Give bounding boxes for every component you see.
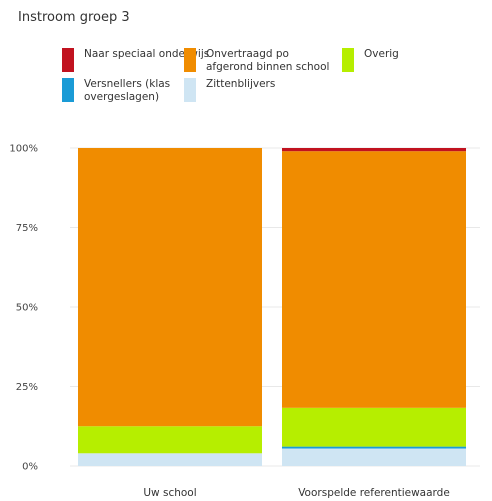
legend-swatch: [342, 48, 354, 72]
legend-label: Onvertraagd po afgerond binnen school: [206, 48, 330, 73]
legend-swatch: [184, 78, 196, 102]
legend-swatch: [62, 48, 74, 72]
legend-item: Versnellers (klas overgeslagen): [62, 78, 214, 103]
bar-segment: [282, 148, 466, 152]
y-tick-label: 75%: [16, 223, 38, 234]
y-tick-label: 50%: [16, 303, 38, 314]
legend-swatch: [62, 78, 74, 102]
legend-item: Onvertraagd po afgerond binnen school: [184, 48, 336, 73]
x-tick-label: Voorspelde referentiewaarde: [298, 487, 450, 499]
legend-label: Versnellers (klas overgeslagen): [84, 78, 171, 103]
bar-segment: [78, 453, 262, 466]
legend-item: Overig: [342, 48, 492, 72]
bar-segment: [282, 407, 466, 447]
y-tick-label: 0%: [22, 462, 38, 473]
legend-label: Overig: [364, 48, 399, 60]
y-tick-label: 100%: [9, 144, 38, 155]
legend-swatch: [184, 48, 196, 72]
y-tick-label: 25%: [16, 382, 38, 393]
legend: Naar speciaal onderwijs Onvertraagd po af…: [62, 46, 482, 116]
legend-item: Zittenblijvers: [184, 78, 336, 102]
legend-label: Naar speciaal onderwijs: [84, 48, 210, 60]
bar-segment: [282, 446, 466, 449]
chart-title: Instroom groep 3: [18, 10, 130, 25]
bar-segment: [78, 426, 262, 454]
legend-label: Zittenblijvers: [206, 78, 276, 90]
bar-segment: [282, 448, 466, 466]
bar-segment: [78, 148, 262, 427]
bar-segment: [282, 151, 466, 408]
x-tick-label: Uw school: [143, 487, 196, 499]
legend-item: Naar speciaal onderwijs: [62, 48, 214, 72]
